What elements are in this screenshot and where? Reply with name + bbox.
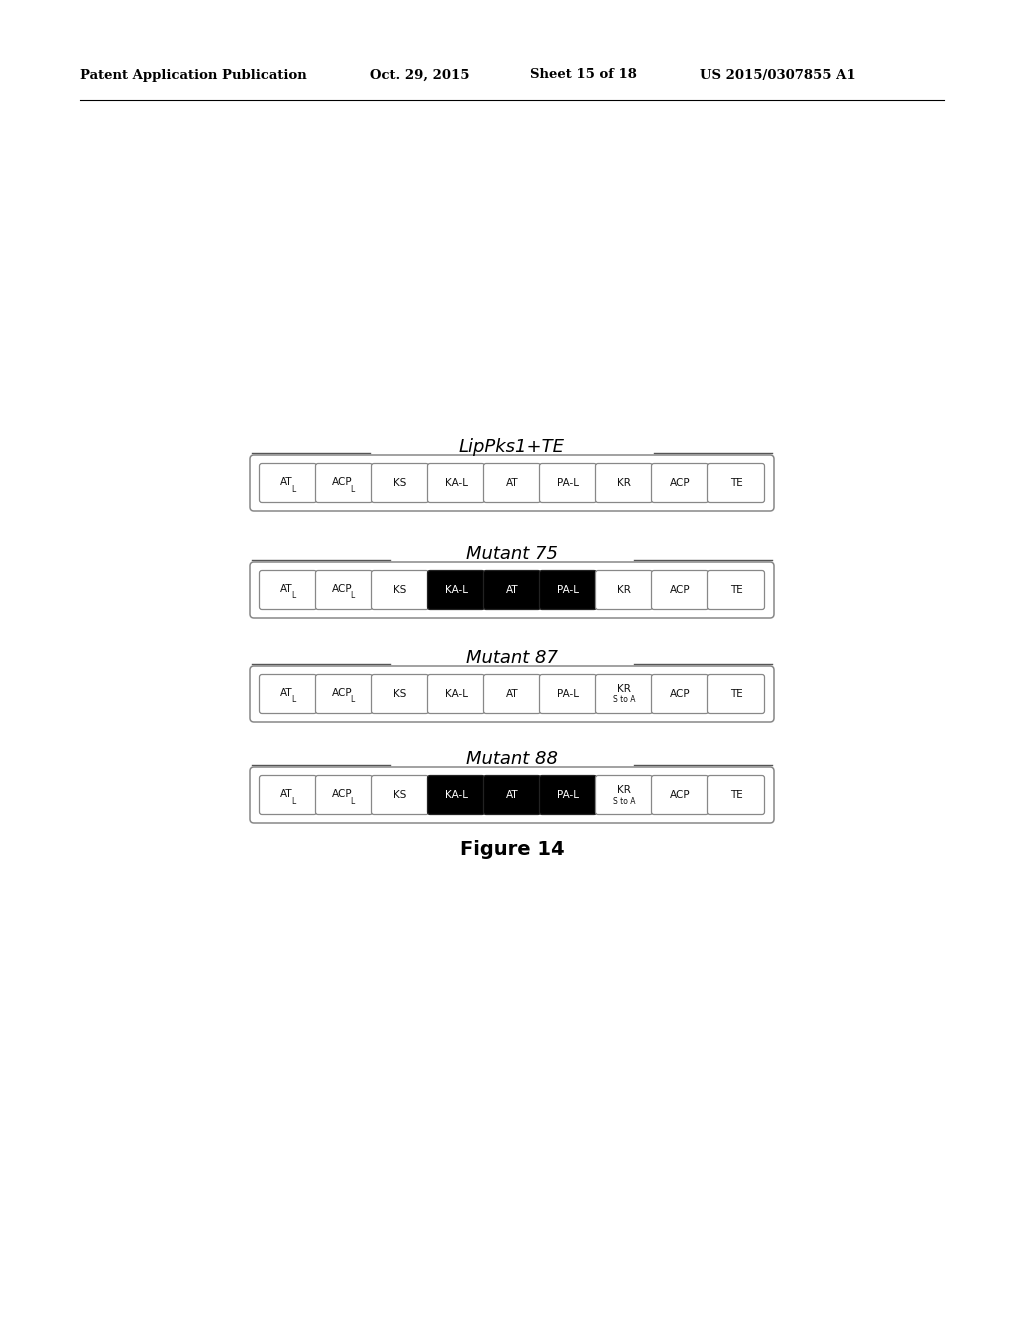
Text: PA-L: PA-L [557,585,579,595]
Text: Sheet 15 of 18: Sheet 15 of 18 [530,69,637,82]
FancyBboxPatch shape [259,675,316,714]
Text: PA-L: PA-L [557,478,579,488]
Text: AT: AT [280,688,292,698]
FancyBboxPatch shape [483,570,541,610]
Text: AT: AT [280,789,292,799]
Text: ACP: ACP [332,789,352,799]
FancyBboxPatch shape [250,455,774,511]
FancyBboxPatch shape [540,463,597,503]
Text: Patent Application Publication: Patent Application Publication [80,69,307,82]
FancyBboxPatch shape [372,570,428,610]
FancyBboxPatch shape [259,776,316,814]
FancyBboxPatch shape [372,463,428,503]
FancyBboxPatch shape [540,776,597,814]
Text: TE: TE [730,689,742,700]
FancyBboxPatch shape [483,776,541,814]
Text: AT: AT [506,585,518,595]
Text: US 2015/0307855 A1: US 2015/0307855 A1 [700,69,856,82]
FancyBboxPatch shape [427,776,484,814]
Text: KA-L: KA-L [444,689,468,700]
Text: AT: AT [506,789,518,800]
FancyBboxPatch shape [259,463,316,503]
FancyBboxPatch shape [596,675,652,714]
Text: PA-L: PA-L [557,789,579,800]
Text: Oct. 29, 2015: Oct. 29, 2015 [370,69,469,82]
FancyBboxPatch shape [596,570,652,610]
Text: KS: KS [393,478,407,488]
Text: TE: TE [730,585,742,595]
Text: Mutant 87: Mutant 87 [466,649,558,667]
FancyBboxPatch shape [708,570,765,610]
FancyBboxPatch shape [372,675,428,714]
FancyBboxPatch shape [315,776,373,814]
FancyBboxPatch shape [427,463,484,503]
FancyBboxPatch shape [651,776,709,814]
Text: ACP: ACP [670,689,690,700]
Text: KA-L: KA-L [444,478,468,488]
FancyBboxPatch shape [651,570,709,610]
FancyBboxPatch shape [651,675,709,714]
FancyBboxPatch shape [427,675,484,714]
Text: L: L [292,696,296,705]
Text: ACP: ACP [332,688,352,698]
FancyBboxPatch shape [427,570,484,610]
Text: KR: KR [617,585,631,595]
Text: L: L [350,484,354,494]
FancyBboxPatch shape [708,776,765,814]
FancyBboxPatch shape [315,675,373,714]
Text: KR: KR [617,785,631,795]
FancyBboxPatch shape [708,675,765,714]
FancyBboxPatch shape [372,776,428,814]
Text: KS: KS [393,585,407,595]
Text: KR: KR [617,684,631,694]
Text: ACP: ACP [670,585,690,595]
Text: KR: KR [617,478,631,488]
FancyBboxPatch shape [540,570,597,610]
Text: PA-L: PA-L [557,689,579,700]
Text: AT: AT [280,477,292,487]
Text: L: L [292,484,296,494]
FancyBboxPatch shape [596,463,652,503]
FancyBboxPatch shape [250,667,774,722]
FancyBboxPatch shape [259,570,316,610]
Text: L: L [350,696,354,705]
FancyBboxPatch shape [708,463,765,503]
Text: TE: TE [730,789,742,800]
Text: ACP: ACP [670,478,690,488]
Text: L: L [292,796,296,805]
Text: L: L [292,591,296,601]
Text: Mutant 75: Mutant 75 [466,545,558,564]
Text: KA-L: KA-L [444,585,468,595]
FancyBboxPatch shape [315,463,373,503]
Text: KS: KS [393,689,407,700]
FancyBboxPatch shape [250,562,774,618]
Text: TE: TE [730,478,742,488]
Text: L: L [350,591,354,601]
Text: KS: KS [393,789,407,800]
Text: AT: AT [506,478,518,488]
FancyBboxPatch shape [651,463,709,503]
FancyBboxPatch shape [250,767,774,822]
Text: S to A: S to A [612,696,635,705]
FancyBboxPatch shape [483,675,541,714]
FancyBboxPatch shape [596,776,652,814]
Text: S to A: S to A [612,796,635,805]
Text: AT: AT [280,583,292,594]
FancyBboxPatch shape [483,463,541,503]
FancyBboxPatch shape [540,675,597,714]
Text: Figure 14: Figure 14 [460,840,564,859]
Text: ACP: ACP [332,477,352,487]
Text: KA-L: KA-L [444,789,468,800]
Text: LipPks1+TE: LipPks1+TE [459,438,565,455]
Text: AT: AT [506,689,518,700]
Text: L: L [350,796,354,805]
Text: Mutant 88: Mutant 88 [466,750,558,768]
Text: ACP: ACP [332,583,352,594]
FancyBboxPatch shape [315,570,373,610]
Text: ACP: ACP [670,789,690,800]
